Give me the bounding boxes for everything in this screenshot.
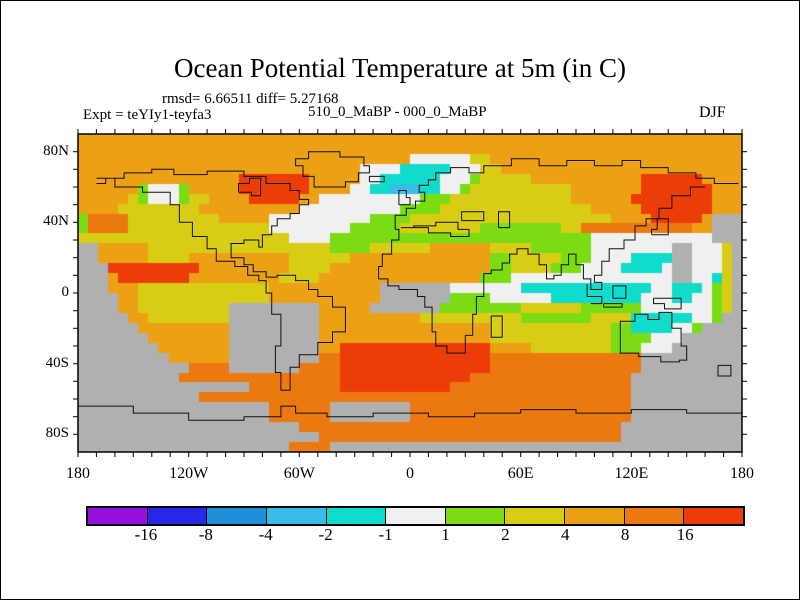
colorbar-segment-7 bbox=[505, 508, 566, 524]
lat-tick-label-40S: 40S bbox=[45, 354, 69, 371]
lon-tick-label-60E: 60E bbox=[507, 465, 534, 482]
lon-tick-label-120W: 120W bbox=[169, 465, 209, 482]
colorbar-segment-10 bbox=[684, 508, 744, 524]
colorbar-segment-4 bbox=[326, 508, 387, 524]
colorbar-segment-1 bbox=[147, 508, 208, 524]
lat-tick-label-80N: 80N bbox=[43, 142, 69, 159]
colorbar-segment-9 bbox=[624, 508, 685, 524]
lon-tick-label-120E: 120E bbox=[614, 465, 649, 482]
colorbar-level-16: 16 bbox=[676, 525, 694, 544]
lon-tick-label-180: 180 bbox=[66, 465, 90, 482]
lon-tick-label-0: 0 bbox=[406, 465, 414, 482]
temperature-difference-map bbox=[78, 134, 742, 452]
colorbar-level--4: -4 bbox=[258, 525, 273, 544]
colorbar-level-8: 8 bbox=[620, 525, 630, 544]
colorbar-level--8: -8 bbox=[198, 525, 213, 544]
colorbar-level--2: -2 bbox=[318, 525, 333, 544]
colorbar-segment-8 bbox=[565, 508, 625, 524]
colorbar-segment-5 bbox=[386, 508, 446, 524]
colorbar-segment-3 bbox=[266, 508, 327, 524]
colorbar-level-2: 2 bbox=[501, 525, 510, 544]
lat-tick-label-80S: 80S bbox=[45, 425, 69, 442]
stats-line: rmsd= 6.66511 diff= 5.27168 bbox=[162, 91, 339, 107]
lon-tick-label-180: 180 bbox=[730, 465, 754, 482]
page-title: Ocean Potential Temperature at 5m (in C) bbox=[174, 53, 626, 83]
colorbar-segment-0 bbox=[88, 508, 148, 524]
colorbar-segment-6 bbox=[445, 508, 506, 524]
colorbar-level-4: 4 bbox=[561, 525, 570, 544]
colorbar-segment-2 bbox=[207, 508, 267, 524]
colorbar bbox=[86, 506, 745, 526]
colorbar-level-1: 1 bbox=[441, 525, 450, 544]
experiment-label: Expt = teYIy1-teyfa3 bbox=[83, 107, 212, 123]
lat-tick-label-0: 0 bbox=[61, 284, 70, 300]
season-label: DJF bbox=[699, 104, 726, 121]
lat-tick-label-40N: 40N bbox=[43, 213, 69, 230]
colorbar-level--1: -1 bbox=[378, 525, 393, 544]
lon-tick-label-60W: 60W bbox=[283, 465, 315, 482]
colorbar-level--16: -16 bbox=[134, 525, 158, 544]
comparison-label: 510_0_MaBP - 000_0_MaBP bbox=[308, 104, 487, 120]
